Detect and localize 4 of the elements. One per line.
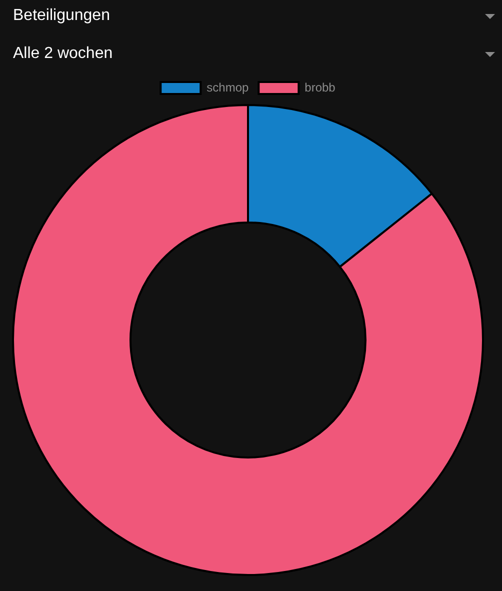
chart-title: Beteiligungen: [13, 6, 110, 26]
chart-subtitle: Alle 2 wochen: [13, 44, 113, 64]
legend-label: schmop: [206, 80, 249, 94]
legend-label: brobb: [304, 80, 336, 94]
